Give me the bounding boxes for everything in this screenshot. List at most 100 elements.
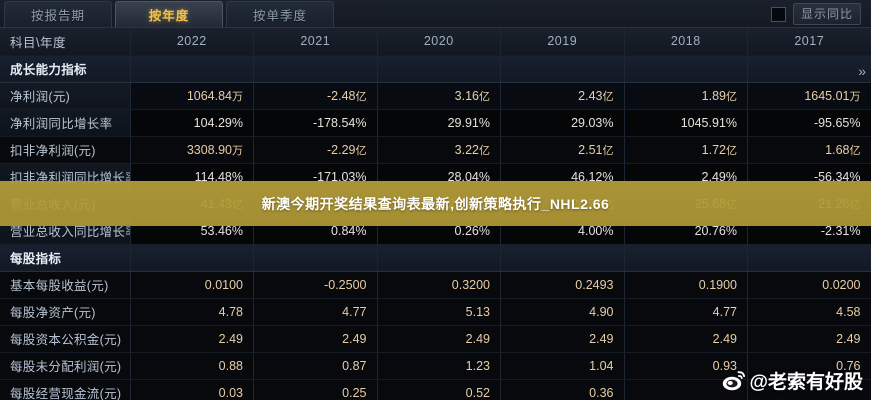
cell-2022: 4.78 xyxy=(130,298,254,326)
cell-2018 xyxy=(624,244,748,272)
cell-2021: -178.54% xyxy=(253,109,378,137)
cell-2021: -0.2500 xyxy=(253,271,378,299)
row-label: 每股净资产(元) xyxy=(0,298,131,326)
show-yoy-checkbox[interactable] xyxy=(770,6,786,22)
tab-by-report-period[interactable]: 按报告期 xyxy=(4,1,112,27)
table-header-row: 科目\年度 2022 2021 2020 2019 2018 2017 xyxy=(0,28,871,56)
tab-label: 按单季度 xyxy=(252,9,307,23)
cell-2022: 104.29% xyxy=(130,109,254,137)
cell-2017: -95.65% xyxy=(747,109,871,137)
expand-more-years-icon[interactable]: » xyxy=(858,63,866,79)
cell-2018 xyxy=(624,55,748,83)
cell-2018 xyxy=(624,379,748,400)
table-row: 每股未分配利润(元) 0.88 0.87 1.23 1.04 0.93 0.76 xyxy=(0,352,871,380)
cell-2017: 0.0200 xyxy=(747,271,871,299)
cell-2018: 2.49% xyxy=(624,163,748,191)
row-label: 基本每股收益(元) xyxy=(0,271,131,299)
toolbar-right: 显示同比 xyxy=(770,3,861,25)
tab-by-year[interactable]: 按年度 xyxy=(115,1,223,27)
cell-2017: 1.68亿 xyxy=(747,136,871,164)
cell-2021: 2.49 xyxy=(253,325,378,353)
cell-2022: 114.48% xyxy=(130,163,254,191)
cell-2019: 0.2493 xyxy=(500,271,625,299)
table-row: 营业总收入(元) 41.43亿 27.01亿 26.78亿 26.71亿 25.68亿 21… xyxy=(0,190,871,218)
cell-2017: -2.31% xyxy=(747,217,871,245)
table-head: 科目\年度 2022 2021 2020 2019 2018 2017 xyxy=(0,28,871,56)
cell-2022: 2.49 xyxy=(130,325,254,353)
view-mode-tabbar: 按报告期 按年度 按单季度 显示同比 xyxy=(0,0,871,28)
row-label: 扣非净利润同比增长率 xyxy=(0,163,131,191)
cell-2021: 0.25 xyxy=(253,379,378,400)
table-row: 扣非净利润(元) 3308.90万 -2.29亿 3.22亿 2.51亿 1.72亿 1.6… xyxy=(0,136,871,164)
cell-2019: 29.03% xyxy=(500,109,625,137)
header-corner-label: 科目\年度 xyxy=(0,28,131,56)
table-row: 净利润同比增长率 104.29% -178.54% 29.91% 29.03% 1045.… xyxy=(0,109,871,137)
cell-2020: 3.22亿 xyxy=(377,136,501,164)
cell-2019: 2.43亿 xyxy=(500,82,625,110)
header-year-2018[interactable]: 2018 xyxy=(624,28,748,56)
cell-2021: -171.03% xyxy=(253,163,378,191)
row-label: 每股资本公积金(元) xyxy=(0,325,131,353)
cell-2018: 2.49 xyxy=(624,325,748,353)
table-row: 每股指标 xyxy=(0,244,871,272)
cell-2022: 53.46% xyxy=(130,217,254,245)
cell-2021: 0.87 xyxy=(253,352,378,380)
row-label: 每股经营现金流(元) xyxy=(0,379,131,400)
cell-2018: 0.1900 xyxy=(624,271,748,299)
table-row: 每股经营现金流(元) 0.03 0.25 0.52 0.36 xyxy=(0,379,871,400)
row-label: 成长能力指标 xyxy=(0,55,131,83)
cell-2022: 1064.84万 xyxy=(130,82,254,110)
header-year-2020[interactable]: 2020 xyxy=(377,28,501,56)
cell-2020: 3.16亿 xyxy=(377,82,501,110)
table-row: 每股资本公积金(元) 2.49 2.49 2.49 2.49 2.49 2.49 xyxy=(0,325,871,353)
row-label: 扣非净利润(元) xyxy=(0,136,131,164)
header-year-2017[interactable]: 2017 xyxy=(747,28,871,56)
cell-2019: 0.36 xyxy=(500,379,625,400)
cell-2019: 26.71亿 xyxy=(500,190,625,218)
cell-2018: 25.68亿 xyxy=(624,190,748,218)
cell-2022: 3308.90万 xyxy=(130,136,254,164)
cell-2022 xyxy=(130,244,254,272)
cell-2019: 1.04 xyxy=(500,352,625,380)
cell-2020: 29.91% xyxy=(377,109,501,137)
cell-2021: 27.01亿 xyxy=(253,190,378,218)
cell-2017: 2.49 xyxy=(747,325,871,353)
table-row: 扣非净利润同比增长率 114.48% -171.03% 28.04% 46.12% 2.4… xyxy=(0,163,871,191)
show-yoy-label[interactable]: 显示同比 xyxy=(792,3,861,25)
cell-2018: 0.93 xyxy=(624,352,748,380)
cell-2021: -2.48亿 xyxy=(253,82,378,110)
cell-2017: 21.26亿 xyxy=(747,190,871,218)
tab-label: 按报告期 xyxy=(30,9,85,23)
header-year-2022[interactable]: 2022 xyxy=(130,28,254,56)
cell-2020: 0.3200 xyxy=(377,271,501,299)
cell-2021 xyxy=(253,55,378,83)
cell-2020: 0.26% xyxy=(377,217,501,245)
cell-2021 xyxy=(253,244,378,272)
table-row: 基本每股收益(元) 0.0100 -0.2500 0.3200 0.2493 0.1900… xyxy=(0,271,871,299)
tab-by-single-quarter[interactable]: 按单季度 xyxy=(226,1,334,27)
header-year-2019[interactable]: 2019 xyxy=(500,28,625,56)
row-label: 营业总收入同比增长率 xyxy=(0,217,131,245)
cell-2020: 5.13 xyxy=(377,298,501,326)
cell-2018: 1045.91% xyxy=(624,109,748,137)
financial-table-wrap: 科目\年度 2022 2021 2020 2019 2018 2017 成长能力… xyxy=(0,28,871,400)
cell-2020 xyxy=(377,55,501,83)
row-label: 每股指标 xyxy=(0,244,131,272)
tab-label: 按年度 xyxy=(148,9,190,23)
cell-2020: 0.52 xyxy=(377,379,501,400)
header-year-2021[interactable]: 2021 xyxy=(253,28,378,56)
cell-2022: 0.03 xyxy=(130,379,254,400)
cell-2019 xyxy=(500,55,625,83)
cell-2017: 1645.01万 xyxy=(747,82,871,110)
cell-2017: 4.58 xyxy=(747,298,871,326)
cell-2018: 4.77 xyxy=(624,298,748,326)
cell-2017: -56.34% xyxy=(747,163,871,191)
cell-2020: 28.04% xyxy=(377,163,501,191)
cell-2019: 4.00% xyxy=(500,217,625,245)
cell-2022: 0.0100 xyxy=(130,271,254,299)
cell-2021: -2.29亿 xyxy=(253,136,378,164)
cell-2022: 41.43亿 xyxy=(130,190,254,218)
row-label: 每股未分配利润(元) xyxy=(0,352,131,380)
table-row: 净利润(元) 1064.84万 -2.48亿 3.16亿 2.43亿 1.89亿 1645.… xyxy=(0,82,871,110)
